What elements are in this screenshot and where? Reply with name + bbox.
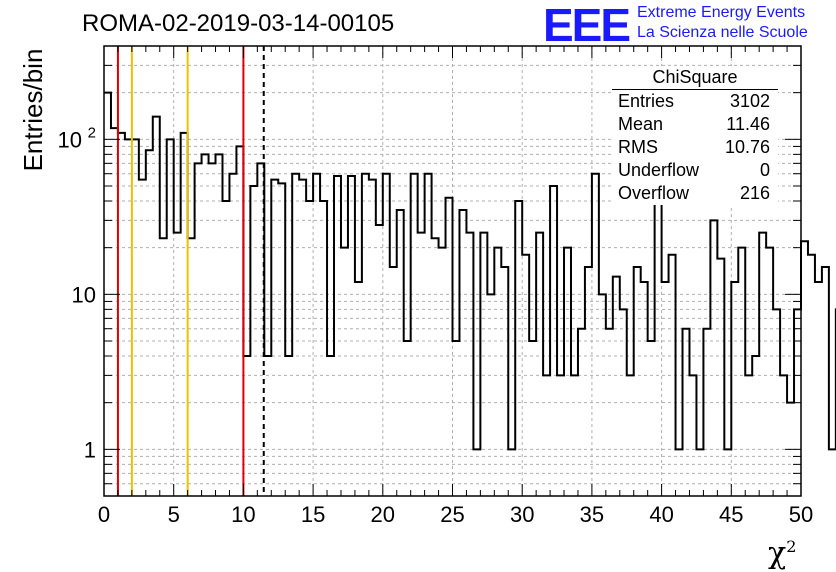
stats-value: 11.46 (726, 114, 770, 134)
x-axis-label-exp: 2 (786, 537, 797, 556)
x-tick-label: 50 (789, 502, 813, 527)
stats-box: ChiSquare Entries 3102 Mean 11.46 RMS 10.76… (612, 66, 778, 205)
x-axis-label: χ2 (768, 536, 796, 571)
chart-title: ROMA-02-2019-03-14-00105 (82, 10, 395, 37)
x-axis-label-base: χ (768, 536, 787, 571)
y-tick-label: 1 (84, 437, 96, 462)
stats-row-rms: RMS 10.76 (612, 136, 778, 159)
stats-row-underflow: Underflow 0 (612, 159, 778, 182)
x-tick-label: 10 (231, 502, 255, 527)
stats-label: Entries (618, 91, 675, 111)
y-axis-label: Entries/bin (18, 48, 48, 172)
stats-title: ChiSquare (612, 66, 778, 90)
y-tick-label: 10 (58, 127, 82, 152)
stats-row-entries: Entries 3102 (612, 90, 778, 113)
logo-tagline-2: La Scienza nelle Scuole (637, 24, 808, 41)
stats-label: Mean (618, 114, 664, 134)
x-tick-label: 40 (649, 502, 673, 527)
x-tick-label: 15 (301, 502, 325, 527)
x-tick-label: 5 (168, 502, 180, 527)
logo-tagline-1: Extreme Energy Events (637, 4, 806, 21)
x-tick-label: 35 (580, 502, 604, 527)
stats-label: Underflow (618, 160, 700, 180)
stats-row-mean: Mean 11.46 (612, 113, 778, 136)
stats-row-overflow: Overflow 216 (612, 182, 778, 205)
stats-label: Overflow (618, 183, 690, 203)
histogram-series (104, 91, 836, 451)
x-tick-label: 0 (98, 502, 110, 527)
eee-logo: EEE (543, 0, 631, 51)
x-tick-label: 30 (510, 502, 534, 527)
stats-label: RMS (618, 137, 658, 157)
x-tick-label: 20 (371, 502, 395, 527)
stats-value: 216 (739, 183, 770, 203)
y-tick-label: 10 (72, 282, 96, 307)
stats-value: 3102 (729, 91, 770, 111)
y-tick-exponent: 2 (88, 124, 96, 141)
stats-value: 10.76 (724, 137, 770, 157)
x-tick-label: 45 (719, 502, 743, 527)
stats-value: 0 (759, 160, 770, 180)
x-tick-label: 25 (440, 502, 464, 527)
